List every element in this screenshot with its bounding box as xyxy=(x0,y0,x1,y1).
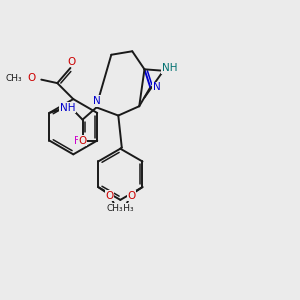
Text: O: O xyxy=(105,191,113,201)
Text: N: N xyxy=(93,96,101,106)
Text: NH: NH xyxy=(60,103,75,113)
Text: O: O xyxy=(68,57,76,67)
Text: O: O xyxy=(127,191,136,201)
Text: O: O xyxy=(78,136,87,146)
Text: CH₃: CH₃ xyxy=(5,74,22,83)
Text: O: O xyxy=(27,73,35,83)
Text: CH₃: CH₃ xyxy=(117,203,134,212)
Text: N: N xyxy=(153,82,160,92)
Text: F: F xyxy=(74,136,80,146)
Text: NH: NH xyxy=(162,63,178,74)
Text: CH₃: CH₃ xyxy=(107,203,123,212)
